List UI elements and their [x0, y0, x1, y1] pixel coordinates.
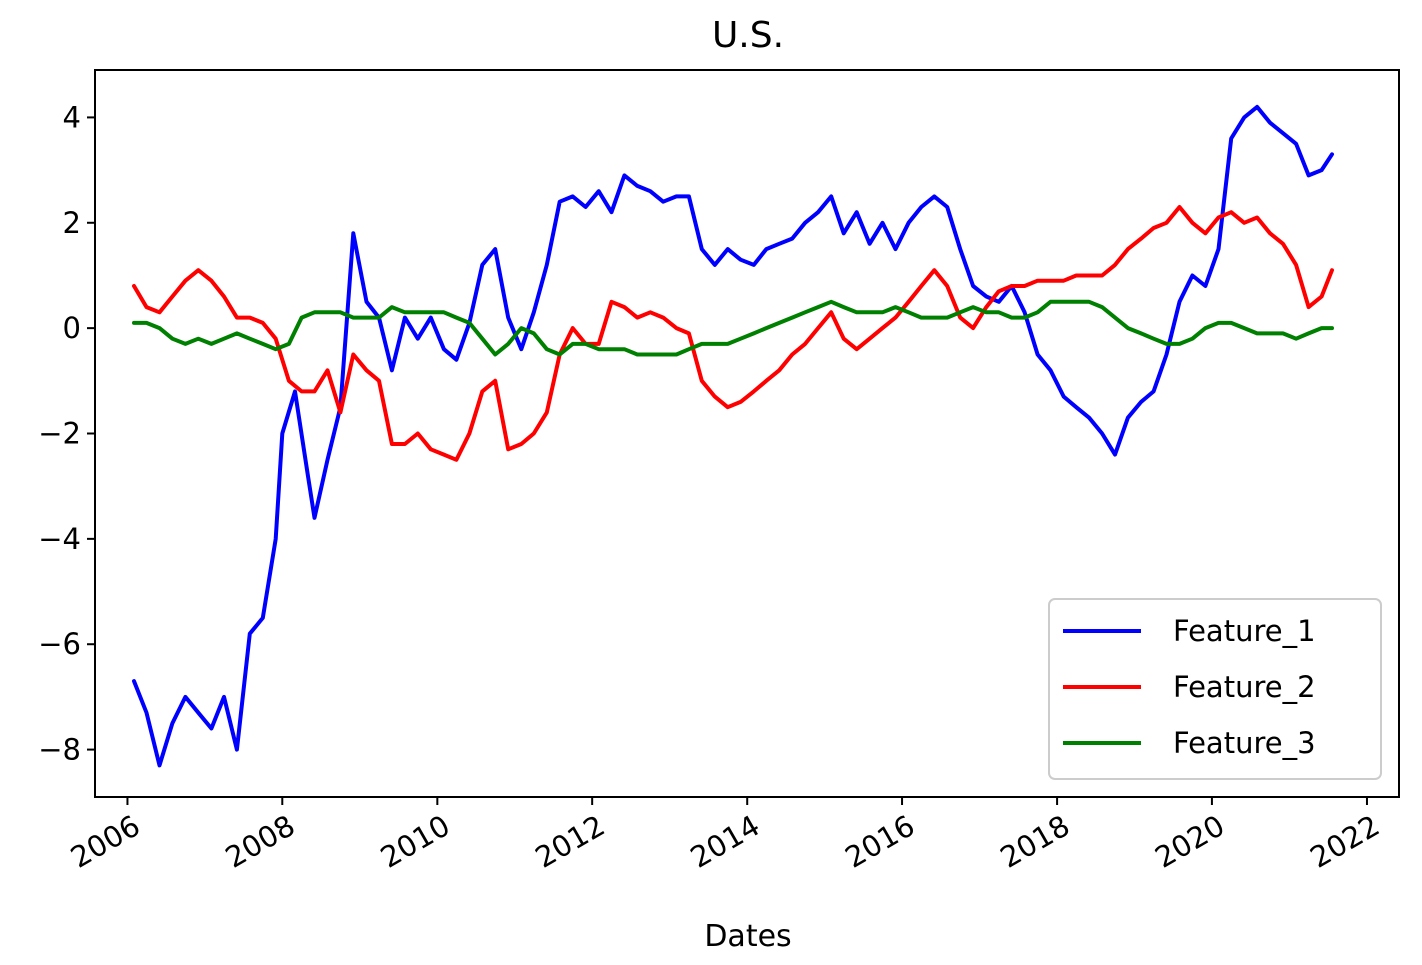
y-tick-label: 2: [63, 206, 81, 240]
y-tick-label: −6: [38, 627, 81, 661]
x-tick-label: 2018: [994, 808, 1075, 874]
series-line-3: [132, 299, 1334, 357]
x-axis: 2006 2008 2010 2012 2014 2016 2018 2020 2022: [65, 797, 1385, 875]
x-tick-label: 2022: [1304, 808, 1385, 874]
y-tick-label: −2: [38, 417, 81, 451]
y-tick-label: −8: [38, 733, 81, 767]
x-tick-label: 2016: [839, 808, 920, 874]
series-layer: [132, 104, 1334, 768]
legend-label: Feature_3: [1173, 726, 1316, 760]
x-tick-label: 2010: [375, 808, 456, 874]
y-tick-label: 4: [63, 100, 81, 134]
x-tick-label: 2012: [530, 808, 611, 874]
y-tick-label: −4: [38, 522, 81, 556]
y-axis: −8 −6 −4 −2 0 2 4: [38, 100, 95, 767]
x-tick-label: 2014: [685, 808, 766, 874]
x-tick-label: 2006: [65, 808, 146, 874]
x-tick-label: 2008: [220, 808, 301, 874]
legend-box: [1048, 598, 1382, 780]
legend-label: Feature_1: [1173, 614, 1316, 648]
legend-label: Feature_2: [1173, 670, 1316, 704]
series-line-2: [132, 205, 1334, 462]
legend: Feature_1 Feature_2 Feature_3: [1048, 598, 1382, 780]
chart-title: U.S.: [712, 15, 784, 56]
x-axis-label: Dates: [704, 919, 791, 954]
series-line-1: [132, 104, 1334, 768]
y-tick-label: 0: [63, 311, 81, 345]
x-tick-label: 2020: [1149, 808, 1230, 874]
